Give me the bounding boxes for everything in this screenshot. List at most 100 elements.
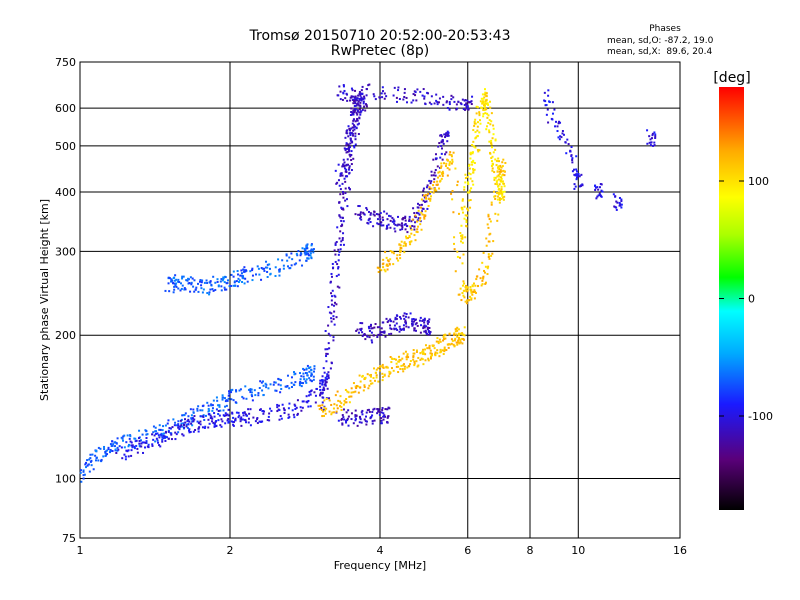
data-point [278,270,281,273]
data-point [571,157,574,160]
data-point [432,184,435,187]
data-point [133,445,136,448]
data-point [375,374,378,377]
data-point [380,419,383,422]
data-point [485,128,488,131]
data-point [416,231,419,234]
data-point [381,216,384,219]
data-point [109,451,112,454]
data-point [422,199,425,202]
data-point [162,425,165,428]
data-point [424,331,427,334]
data-point [429,197,432,200]
data-point [594,186,597,189]
data-point [497,160,500,163]
data-point [384,270,387,273]
data-point [281,403,284,406]
data-point [385,317,388,320]
data-point [351,122,354,125]
data-point [195,286,198,289]
data-point [422,187,425,190]
data-point [354,143,357,146]
data-point [347,409,350,412]
data-point [142,441,145,444]
data-point [295,262,298,265]
data-point [176,280,179,283]
data-point [465,219,468,222]
data-point [413,364,416,367]
data-point [482,108,485,111]
data-point [268,263,271,266]
data-point [213,422,216,425]
data-point [257,267,260,270]
data-point [435,340,438,343]
data-point [466,214,469,217]
data-point [245,421,248,424]
data-point [454,167,457,170]
data-point [464,300,467,303]
data-point [372,377,375,380]
data-point [201,415,204,418]
data-point [323,406,326,409]
data-point [286,374,289,377]
data-point [402,370,405,373]
data-point [395,317,398,320]
data-point [442,172,445,175]
data-point [467,181,470,184]
data-point [422,194,425,197]
data-point [288,402,291,405]
data-point [342,158,345,161]
data-point [427,204,430,207]
data-point [479,119,482,122]
data-point [464,177,467,180]
data-point [433,189,436,192]
data-point [472,183,475,186]
data-point [350,154,353,157]
data-point [493,178,496,181]
data-point [462,280,465,283]
data-point [426,184,429,187]
data-point [491,252,494,255]
data-point [254,273,257,276]
data-point [185,279,188,282]
data-point [364,376,367,379]
data-point [209,288,212,291]
data-point [488,233,491,236]
data-point [394,230,397,233]
data-point [122,439,125,442]
data-point [467,299,470,302]
data-point [187,415,190,418]
data-point [358,374,361,377]
data-point [242,397,245,400]
data-point [305,400,308,403]
data-point [413,329,416,332]
data-point [472,282,475,285]
data-point [377,380,380,383]
data-point [493,195,496,198]
data-point [456,326,459,329]
data-point [362,389,365,392]
data-point [172,418,175,421]
data-point [482,275,485,278]
data-point [419,316,422,319]
x-tick-label: 1 [77,544,84,557]
y-tick-label: 400 [55,186,76,199]
data-point [361,331,364,334]
data-point [467,108,470,111]
data-point [398,358,401,361]
data-point [127,449,130,452]
data-point [453,100,456,103]
data-point [649,144,652,147]
data-point [383,268,386,271]
data-point [322,367,325,370]
data-point [234,401,237,404]
data-point [421,350,424,353]
data-point [235,390,238,393]
data-point [257,394,260,397]
data-point [209,416,212,419]
data-point [274,274,277,277]
data-point [392,320,395,323]
data-point [487,265,490,268]
data-point [346,390,349,393]
data-point [179,419,182,422]
